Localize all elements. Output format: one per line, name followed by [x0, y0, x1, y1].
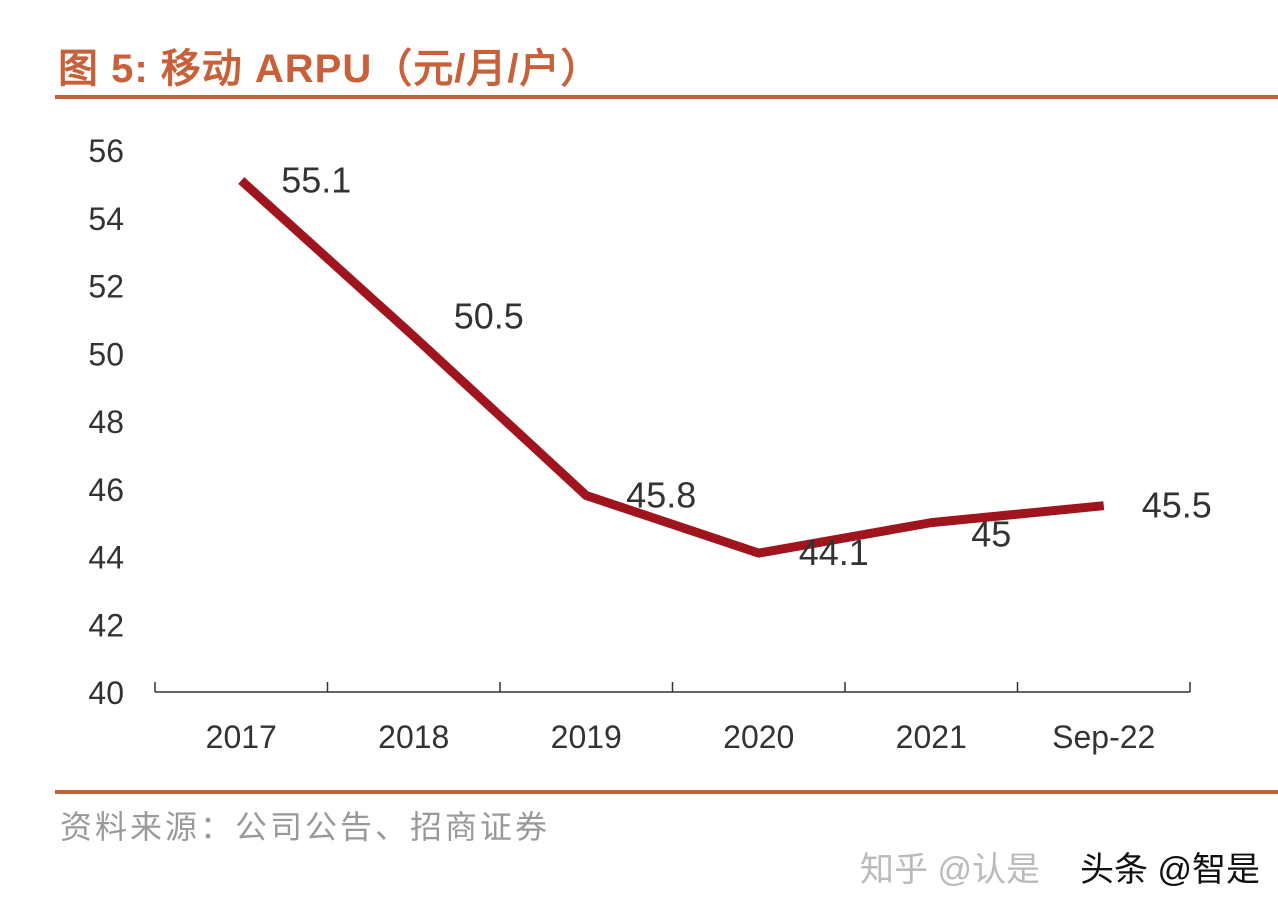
x-tick-label: 2018 [378, 719, 449, 755]
series-line [238, 177, 1105, 558]
x-tick-label: 2017 [206, 719, 277, 755]
x-tick-label: Sep-22 [1052, 719, 1155, 755]
data-label: 45.5 [1142, 485, 1212, 526]
y-tick-label: 52 [88, 269, 124, 305]
y-tick-label: 56 [88, 133, 124, 169]
data-label: 50.5 [454, 295, 524, 336]
data-label: 45.8 [626, 475, 696, 516]
x-tick-label: 2019 [551, 719, 622, 755]
y-tick-label: 42 [88, 607, 124, 643]
y-tick-label: 40 [88, 675, 124, 711]
y-tick-label: 54 [88, 201, 124, 237]
source-note: 资料来源：公司公告、招商证券 [60, 808, 551, 846]
x-tick-label: 2021 [896, 719, 967, 755]
title-rule [55, 95, 1278, 99]
data-label: 55.1 [281, 159, 351, 200]
watermark: 头条 @智是 [1080, 851, 1260, 889]
y-tick-label: 48 [88, 404, 124, 440]
y-tick-label: 46 [88, 472, 124, 508]
data-label: 45 [971, 514, 1011, 555]
x-tick-label: 2020 [723, 719, 794, 755]
y-tick-label: 44 [88, 540, 124, 576]
y-tick-label: 50 [88, 336, 124, 372]
chart-title: 图 5: 移动 ARPU（元/月/户） [58, 47, 602, 91]
data-label: 44.1 [799, 532, 869, 573]
watermark: 知乎 @认是 [860, 851, 1040, 889]
source-rule [55, 790, 1278, 794]
